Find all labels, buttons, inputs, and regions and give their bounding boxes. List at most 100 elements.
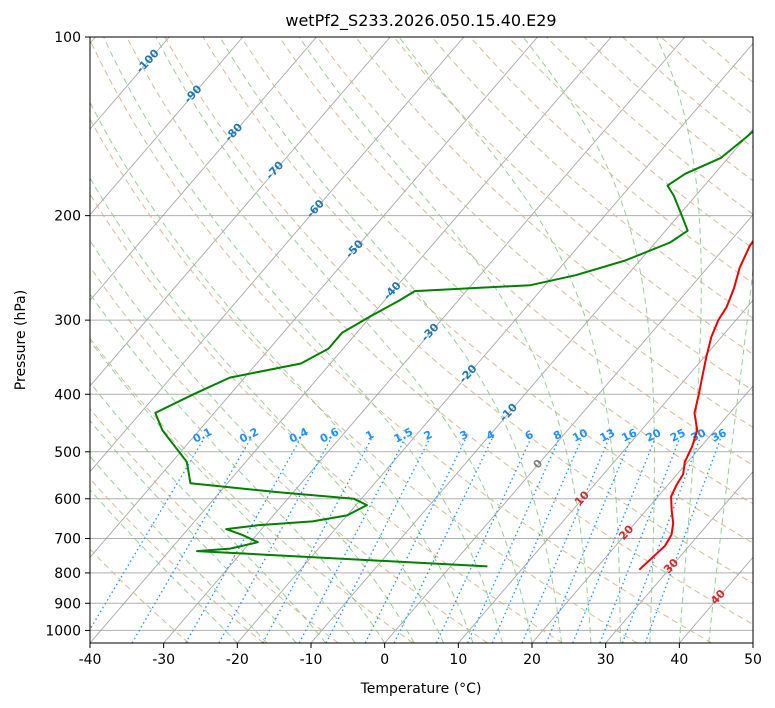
mixing-ratio-line [621,438,701,643]
dry-adiabat [507,37,753,250]
x-tick-label: -40 [79,652,102,668]
isotherm-line [90,37,244,216]
mixing-ratio-label: 6 [523,428,536,443]
mixing-ratio-label: 4 [484,428,497,443]
dry-adiabat [240,37,753,505]
dry-adiabat [164,37,753,584]
isotherm-line [678,556,753,643]
mixing-ratio-line [599,438,681,643]
x-tick-label: -20 [226,652,249,668]
mixing-ratio-line [218,438,332,643]
moist-adiabat [90,381,327,643]
moist-adiabat [90,293,386,643]
y-tick-label: 500 [54,445,81,461]
moist-adiabat [522,37,655,643]
x-tick-label: 40 [670,652,688,668]
dry-adiabat [90,118,638,643]
x-axis-label: Temperature (°C) [360,681,482,697]
moist-adiabat [219,37,562,643]
moist-adiabat [90,455,268,643]
dry-adiabat [90,38,712,643]
dry-adiabat [90,193,563,643]
chart-title: wetPf2_S233.2026.050.15.40.E29 [285,11,556,31]
mixing-ratio-label: 2 [422,428,435,443]
mixing-ratio-line [185,438,301,643]
mixing-ratio-line [545,438,632,643]
isotherm-line [384,214,753,643]
mixing-ratio-label: 0.2 [237,425,260,445]
mixing-ratio-label: 1 [363,428,376,443]
moist-adiabat [90,339,356,643]
dry-adiabat [355,37,753,392]
mixing-ratio-line [131,438,252,643]
y-tick-label: 100 [54,30,81,46]
mixing-ratio-label: 8 [551,428,564,443]
background-lines [90,37,753,643]
isotherm-line [752,642,753,643]
x-tick-label: 0 [380,652,389,668]
moist-adiabat [90,419,297,643]
y-tick-label: 900 [54,596,81,612]
y-tick-label: 200 [54,209,81,225]
isotherm-line [90,37,391,387]
dry-adiabat [546,37,753,215]
mixing-ratio-line [364,438,467,643]
x-tick-label: -10 [300,652,323,668]
dry-adiabat [90,478,264,643]
isotherm-line [605,470,753,643]
moist-adiabat [103,37,503,643]
dry-adiabat [90,266,488,643]
moist-adiabat [298,37,592,643]
dry-adiabat [469,37,753,284]
dry-adiabat [90,548,190,643]
y-tick-label: 400 [54,387,81,403]
moist-adiabat [90,239,415,643]
isotherm-line [90,37,612,643]
mixing-ratio-label: 0.4 [287,425,311,446]
mixing-ratio-line [572,438,656,643]
mixing-ratio-label: 20 [644,426,664,445]
x-tick-label: 30 [597,652,615,668]
mixing-ratio-label: 16 [620,426,640,445]
mixing-ratio-label: 0.1 [191,425,214,445]
x-tick-label: 50 [744,652,762,668]
y-tick-label: 700 [54,532,81,548]
x-tick-label: 10 [449,652,467,668]
moist-adiabat [398,37,621,643]
mixing-ratio-label: 36 [709,426,729,445]
isotherm-line [457,299,753,643]
moist-adiabat [155,37,533,643]
mixing-ratio-line [644,438,722,643]
moist-adiabat [90,177,445,643]
isotherm-line [310,128,753,643]
dry-adiabat [431,37,753,319]
isotherm-line [236,42,753,643]
dry-adiabat [202,37,753,544]
mixing-ratio-line [393,438,493,643]
x-tick-label: -30 [152,652,175,668]
dewpoint-profile-line [154,130,753,568]
mixing-ratio-label: 25 [668,426,688,445]
mixing-ratio-line [521,438,610,643]
y-tick-label: 800 [54,566,81,582]
mixing-ratio-line [298,438,406,643]
dry-adiabat [126,37,753,625]
mixing-ratio-label: 13 [598,426,618,445]
dry-adiabat [90,337,414,643]
x-tick-label: 20 [523,652,541,668]
y-tick-label: 300 [54,313,81,329]
profile-series [154,130,753,571]
y-tick-label: 600 [54,492,81,508]
isotherm-line [90,37,538,559]
isotherm-line [163,37,686,643]
y-axis: 100 200 300 400 500 600 700 800 900 1000 [45,30,90,639]
plot-frame [89,36,754,644]
moist-adiabat [708,264,753,643]
mixing-ratio-line [466,438,560,643]
mixing-ratio-line [435,438,532,643]
dry-adiabat [393,37,753,355]
moist-adiabat [656,37,702,643]
mixing-ratio-line [491,438,583,643]
dry-adiabat [90,407,339,643]
